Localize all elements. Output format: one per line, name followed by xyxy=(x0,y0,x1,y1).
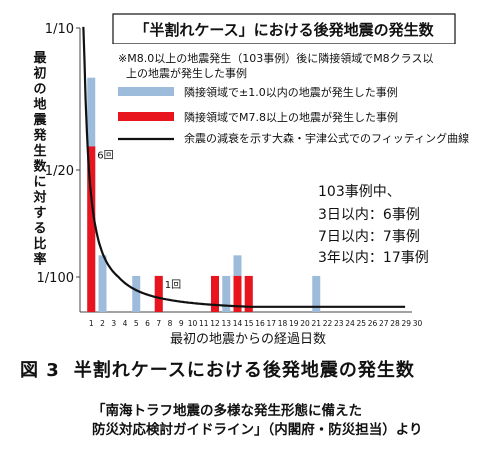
bar-red-day-7 xyxy=(154,275,163,312)
legend-swatch-blue xyxy=(118,87,174,96)
x-tick-label: 9 xyxy=(179,319,184,328)
source-note: 「南海トラフ地震の多様な発生形態に備えた 防災対応検討ガイドライン」（内閣府・防… xyxy=(92,402,472,440)
bar-red-day-1 xyxy=(87,146,96,312)
source-note-line-1: 「南海トラフ地震の多様な発生形態に備えた xyxy=(92,403,362,419)
bar-blue-day-2 xyxy=(98,255,107,312)
y-tick-label: 1/100 xyxy=(37,271,74,286)
fitting-curve xyxy=(82,26,406,308)
x-tick-label: 27 xyxy=(379,319,389,328)
x-tick-label: 30 xyxy=(413,319,423,328)
x-tick-label: 6 xyxy=(145,319,150,328)
x-tick-label: 22 xyxy=(323,319,333,328)
legend-label-blue: 隣接領域で±1.0以内の地震が発生した事例 xyxy=(184,85,398,99)
figure-caption-text: 半割れケースにおける後発地震の発生数 xyxy=(73,360,415,381)
x-tick-label: 11 xyxy=(199,319,209,328)
chart-subtitle-line-1: ※M8.0以上の地震発生（103事例）後に隣接領域でM8クラス以 xyxy=(118,51,433,65)
summary-line-2: 3日以内：6事例 xyxy=(318,207,420,223)
figure-number: 図 3 xyxy=(20,360,60,381)
summary-line-4: 3年以内：17事例 xyxy=(318,250,429,266)
x-ticks: 1 2 3 4 5 6 7 8 9 10 11 12 13 14 15 16 17 18 19 20 21 22 23 24 2… xyxy=(89,319,423,328)
x-axis-label: 最初の地震からの経過日数 xyxy=(170,332,326,347)
x-tick-label: 10 xyxy=(188,319,198,328)
x-tick-label: 21 xyxy=(311,319,321,328)
legend-label-red: 隣接領域でM7.8以上の地震が発生した事例 xyxy=(184,110,398,124)
x-tick-label: 26 xyxy=(368,319,378,328)
summary-line-3: 7日以内：7事例 xyxy=(318,229,420,245)
y-ticks: 1/10 1/20 1/100 xyxy=(37,22,80,286)
chart-subtitle-line-2: 上の地震が発生した事例 xyxy=(126,66,247,80)
x-tick-label: 1 xyxy=(89,319,94,328)
x-tick-label: 13 xyxy=(221,319,231,328)
summary-line-1: 103事例中、 xyxy=(318,184,401,200)
x-tick-label: 2 xyxy=(100,319,105,328)
bar-red-day-14 xyxy=(233,275,242,312)
x-tick-label: 17 xyxy=(266,319,276,328)
x-tick-label: 18 xyxy=(278,319,288,328)
x-tick-label: 3 xyxy=(111,319,116,328)
source-note-line-2: 防災対応検討ガイドライン」（内閣府・防災担当）より xyxy=(92,422,423,438)
x-tick-label: 16 xyxy=(255,319,265,328)
x-tick-label: 7 xyxy=(156,319,161,328)
x-tick-label: 29 xyxy=(401,319,411,328)
title-box xyxy=(112,13,456,45)
x-tick-label: 4 xyxy=(123,319,128,328)
data-label: 6回 xyxy=(97,149,113,161)
chart-title: 「半割れケース」における後発地震の発生数 xyxy=(134,21,434,39)
data-labels: 6回 1回 xyxy=(97,149,181,291)
y-axis-label: 最初の地震発生数に対する比率 xyxy=(32,51,47,268)
legend-swatch-red xyxy=(118,112,174,121)
x-tick-label: 28 xyxy=(390,319,400,328)
x-tick-label: 23 xyxy=(334,319,344,328)
chart: 1/101/201/100 1 2 3 4 5 6 7 8 9 10 11 12 13 14 15 16 17 1… xyxy=(32,13,469,347)
x-tick-label: 19 xyxy=(289,319,299,328)
x-tick-label: 14 xyxy=(233,319,243,328)
bar-blue-day-13 xyxy=(222,275,231,312)
bar-red-day-12 xyxy=(211,275,219,312)
bar-red-day-15 xyxy=(244,275,253,312)
bar-blue-day-5 xyxy=(132,275,141,312)
figure-caption: 図 3 半割れケースにおける後発地震の発生数 xyxy=(20,356,480,382)
y-tick-label: 1/20 xyxy=(45,164,74,179)
y-tick-label: 1/10 xyxy=(45,22,74,37)
x-tick-label: 24 xyxy=(345,319,355,328)
x-tick-label: 5 xyxy=(134,319,139,328)
x-tick-label: 8 xyxy=(168,319,173,328)
x-tick-label: 12 xyxy=(210,319,220,328)
x-tick-label: 15 xyxy=(244,319,254,328)
bar-blue-day-21 xyxy=(312,275,321,312)
legend-label-curve: 余震の減衰を示す大森・宇津公式でのフィッティング曲線 xyxy=(184,131,469,145)
x-tick-label: 20 xyxy=(300,319,310,328)
x-tick-label: 25 xyxy=(356,319,366,328)
data-label: 1回 xyxy=(165,279,181,291)
